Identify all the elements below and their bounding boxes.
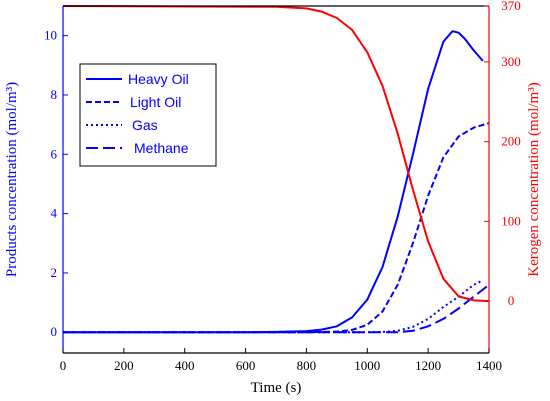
x-tick-label: 1200 xyxy=(415,358,441,373)
x-tick-label: 1400 xyxy=(476,358,502,373)
y-left-tick-label: 6 xyxy=(51,146,58,161)
y-left-tick-label: 10 xyxy=(44,28,57,43)
legend-label: Methane xyxy=(134,140,189,156)
x-axis-title: Time (s) xyxy=(251,380,302,396)
y-left-tick-label: 2 xyxy=(51,265,58,280)
kerogen-series-line xyxy=(62,5,490,303)
y-left-tick-label: 8 xyxy=(51,87,58,102)
legend-label: Gas xyxy=(132,117,158,133)
y-right-tick-label: 200 xyxy=(501,134,521,149)
gas-series-line xyxy=(63,279,484,334)
plot-lines xyxy=(62,5,490,334)
x-tick-label: 800 xyxy=(297,358,317,373)
legend: Heavy Oil Light Oil Gas Methane xyxy=(79,63,217,167)
y-right-tick-label: 370 xyxy=(501,0,521,13)
x-tick-label: 1000 xyxy=(354,358,380,373)
y-right-tick-label: 100 xyxy=(501,213,521,228)
y-left-axis-title: Products concentration (mol/m³) xyxy=(4,82,20,277)
y-right-axis-title: Kerogen concentration (mol/m³) xyxy=(526,82,542,276)
legend-label: Heavy Oil xyxy=(128,71,189,87)
y-left-tick-label: 4 xyxy=(51,206,58,221)
y-left-tick-label: 0 xyxy=(51,324,58,339)
axes: 0 200 400 600 800 1000 1200 1400024681001002003… xyxy=(4,0,542,396)
x-tick-label: 0 xyxy=(60,358,67,373)
legend-box xyxy=(79,63,217,167)
y-right-tick-label: 0 xyxy=(508,293,515,308)
x-tick-label: 400 xyxy=(175,358,195,373)
y-right-tick-label: 300 xyxy=(501,54,521,69)
x-tick-label: 600 xyxy=(236,358,256,373)
legend-label: Light Oil xyxy=(130,94,181,110)
x-tick-label: 200 xyxy=(114,358,134,373)
methane-series-line xyxy=(63,284,490,334)
